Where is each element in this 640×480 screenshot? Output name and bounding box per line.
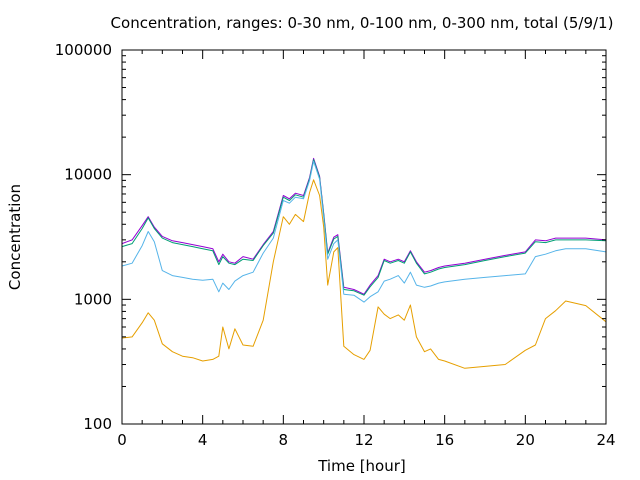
x-tick-label: 4 xyxy=(198,431,208,449)
x-tick-label: 20 xyxy=(516,431,535,449)
plot-frame xyxy=(121,49,607,425)
y-axis-title: Concentration xyxy=(6,184,24,290)
series-line-4 xyxy=(121,179,607,369)
y-tick-label: 10000 xyxy=(64,166,112,184)
plot-series-group xyxy=(121,157,607,369)
chart-title: Concentration, ranges: 0-30 nm, 0-100 nm… xyxy=(111,14,614,32)
y-tick-label: 1000 xyxy=(74,290,112,308)
x-tick-label: 12 xyxy=(354,431,373,449)
series-line-3 xyxy=(121,160,607,303)
x-axis-title: Time [hour] xyxy=(317,457,406,475)
series-line-1 xyxy=(121,157,607,295)
y-tick-label: 100000 xyxy=(55,41,112,59)
series-line-2 xyxy=(121,159,607,296)
x-tick-label: 16 xyxy=(435,431,454,449)
x-tick-label: 0 xyxy=(117,431,127,449)
axes-group: 0 4 8 12 16 20 24 100 1000 10000 100000 xyxy=(55,41,616,449)
x-tick-label: 8 xyxy=(279,431,289,449)
y-tick-label: 100 xyxy=(83,415,112,433)
x-tick-label: 24 xyxy=(596,431,615,449)
